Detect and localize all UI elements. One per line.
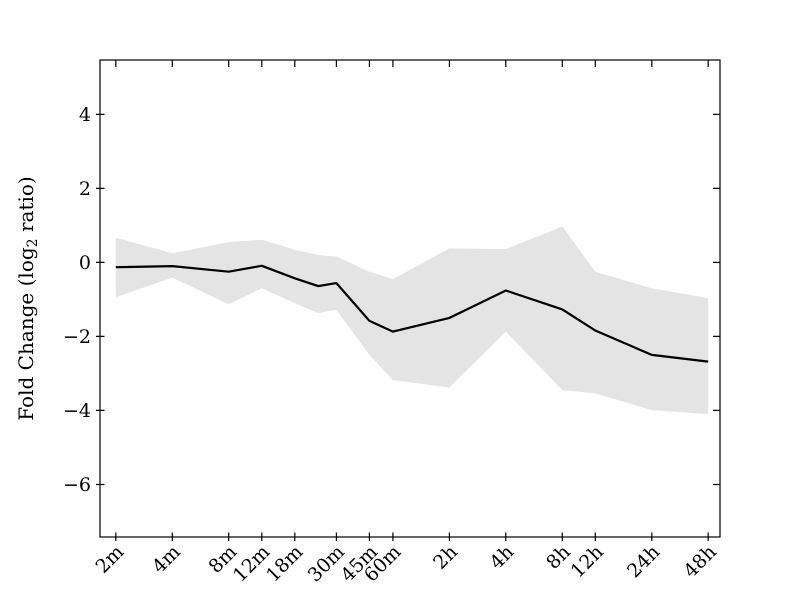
x-tick-label: 4h	[486, 541, 519, 574]
confidence-band	[115, 226, 709, 415]
x-tick-label: 12m	[229, 541, 274, 586]
y-tick-label: 0	[79, 252, 91, 274]
y-tick-label: −2	[63, 326, 91, 348]
x-tick-label: 2m	[91, 541, 128, 578]
x-tick-label: 48h	[679, 541, 720, 582]
plot-border	[99, 59, 721, 538]
y-axis-label: Fold Change (log2 ratio)	[14, 176, 41, 420]
x-tick-label: 2h	[429, 541, 462, 574]
mean-line	[115, 264, 709, 363]
x-tick-label: 18m	[262, 541, 307, 586]
y-tick-label: −4	[63, 400, 91, 422]
x-tick-label: 30m	[304, 541, 349, 586]
x-tick-label: 24h	[623, 541, 664, 582]
x-tick-label: 4m	[148, 541, 185, 578]
y-tick-label: 4	[79, 104, 91, 126]
x-tick-label: 12h	[567, 541, 608, 582]
axis-ticks	[96, 60, 720, 541]
y-tick-label: −6	[63, 474, 91, 496]
y-tick-label: 2	[79, 178, 91, 200]
